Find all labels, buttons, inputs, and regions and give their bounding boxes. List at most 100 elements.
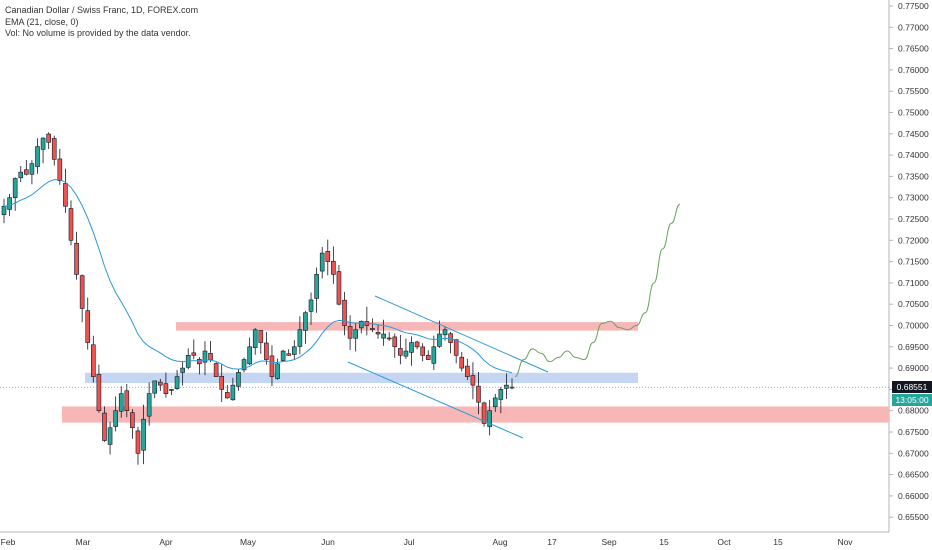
candle-body <box>353 329 358 339</box>
candle-body <box>91 344 96 377</box>
candle-body <box>325 251 331 262</box>
y-tick-label: 0.69500 <box>898 342 929 352</box>
candle-body <box>258 330 264 343</box>
candle-body <box>314 274 319 299</box>
y-tick-label: 0.70500 <box>898 299 929 309</box>
candle-body <box>51 138 57 160</box>
candle-body <box>40 137 46 150</box>
candle-body <box>68 208 74 241</box>
candle-body <box>375 332 381 335</box>
candle-body <box>118 393 124 412</box>
projection-path[interactable] <box>514 203 681 378</box>
candle-body <box>247 346 252 365</box>
y-tick-label: 0.68000 <box>898 406 929 416</box>
y-tick-label: 0.77500 <box>898 1 929 11</box>
candle-body <box>241 359 247 371</box>
candle-body <box>24 169 29 175</box>
volume-indicator-label[interactable]: Vol: No volume is provided by the data v… <box>5 28 191 38</box>
candle-body <box>386 337 392 340</box>
candle-body <box>392 336 398 348</box>
candles <box>1 132 515 465</box>
x-tick-label: Oct <box>717 537 731 547</box>
candle-body <box>213 363 219 377</box>
x-tick-label: Nov <box>837 537 853 547</box>
candle-body <box>169 389 174 391</box>
x-tick-label: 15 <box>659 537 669 547</box>
candle-body <box>230 384 236 401</box>
candle-body <box>141 418 146 451</box>
candle-body <box>425 354 431 360</box>
candle-body <box>35 146 40 167</box>
y-tick-label: 0.75000 <box>898 108 929 118</box>
candle-body <box>130 412 135 429</box>
candle-body <box>342 299 347 326</box>
candle-body <box>236 372 241 387</box>
y-tick-label: 0.73000 <box>898 193 929 203</box>
x-tick-label: Jun <box>321 537 335 547</box>
candle-body <box>398 348 403 356</box>
candle-body <box>437 333 442 347</box>
candle-body <box>146 393 152 417</box>
x-tick-label: May <box>240 537 257 547</box>
y-tick-label: 0.72000 <box>898 235 929 245</box>
support-zone[interactable] <box>62 406 889 423</box>
y-tick-label: 0.67000 <box>898 448 929 458</box>
chart-legend: Canadian Dollar / Swiss Franc, 1D, FOREX… <box>5 5 198 40</box>
candle-body <box>191 352 197 356</box>
candle-body <box>347 326 353 339</box>
candle-body <box>403 350 409 357</box>
y-tick-label: 0.74500 <box>898 129 929 139</box>
candle-body <box>498 389 504 400</box>
candle-body <box>264 342 269 360</box>
candle-body <box>286 353 292 356</box>
y-tick-label: 0.70000 <box>898 321 929 331</box>
candle-body <box>46 133 51 143</box>
candle-body <box>197 359 202 365</box>
y-tick-label: 0.72500 <box>898 214 929 224</box>
candle-body <box>63 183 68 207</box>
y-tick-label: 0.69000 <box>898 363 929 373</box>
candle-body <box>85 310 91 343</box>
y-tick-label: 0.66000 <box>898 491 929 501</box>
y-tick-label: 0.77000 <box>898 22 929 32</box>
candle-body <box>208 353 213 360</box>
candle-body <box>420 346 425 356</box>
candle-body <box>135 430 141 454</box>
y-tick-label: 0.76500 <box>898 44 929 54</box>
candle-body <box>102 412 107 441</box>
candle-body <box>442 329 448 336</box>
x-tick-label: 17 <box>547 537 557 547</box>
y-tick-label: 0.71000 <box>898 278 929 288</box>
candle-body <box>1 205 7 216</box>
candle-body <box>453 339 459 356</box>
candle-body <box>180 367 185 373</box>
x-tick-label: Mar <box>76 537 91 547</box>
y-tick-label: 0.76000 <box>898 65 929 75</box>
candle-body <box>297 329 303 347</box>
channel-upper-line[interactable] <box>374 295 549 373</box>
candle-body <box>331 260 336 275</box>
candle-body <box>96 374 102 411</box>
symbol-title[interactable]: Canadian Dollar / Swiss Franc, 1D, FOREX… <box>5 5 199 15</box>
candle-body <box>504 384 509 389</box>
y-tick-label: 0.71500 <box>898 257 929 267</box>
candle-body <box>308 299 314 312</box>
candle-body <box>18 171 24 179</box>
channel-lower-line[interactable] <box>347 361 524 439</box>
y-tick-label: 0.65500 <box>898 512 929 522</box>
x-tick-label: Apr <box>159 537 172 547</box>
candle-body <box>219 376 225 390</box>
candle-body <box>107 427 113 445</box>
pivot-zone[interactable] <box>85 372 638 384</box>
x-tick-label: Jul <box>404 537 415 547</box>
ema-indicator-label[interactable]: EMA (21, close, 0) <box>5 16 79 27</box>
resistance-zone[interactable] <box>176 322 638 331</box>
y-tick-label: 0.73500 <box>898 171 929 181</box>
candle-body <box>414 341 420 348</box>
candle-body <box>319 252 325 272</box>
candle-body <box>291 346 297 355</box>
x-tick-label: Sep <box>601 537 616 547</box>
candle-body <box>163 383 169 394</box>
candle-body <box>202 350 208 363</box>
